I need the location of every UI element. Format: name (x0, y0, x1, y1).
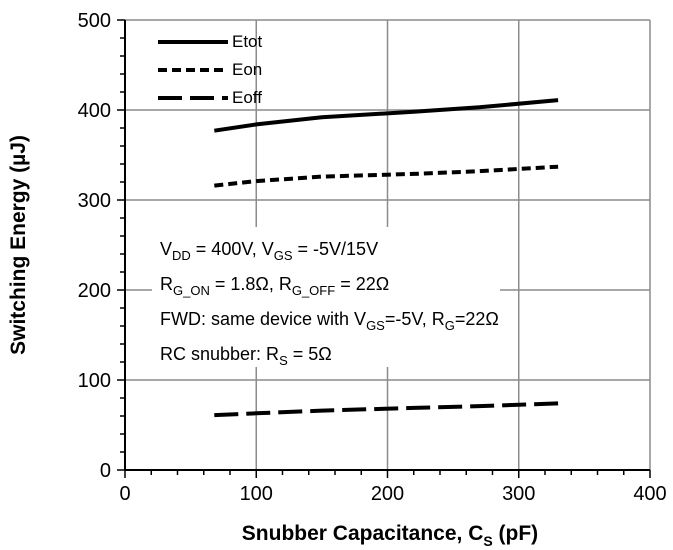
series-line-eoff (214, 401, 559, 418)
y-tick-label: 100 (78, 370, 111, 392)
annotation-line-3: FWD: same device with VGS=-5V, RG=22Ω (160, 309, 499, 333)
legend: Etot Eon Eoff (158, 32, 263, 107)
y-tick-label: 500 (78, 10, 111, 32)
annotation-background (152, 227, 500, 367)
tick-labels: 0 100 200 300 400 0 100 200 300 400 500 (78, 10, 667, 505)
annotation-line-4: RC snubber: RS = 5Ω (160, 344, 332, 368)
series-layer (214, 98, 559, 418)
annotation-line-1: VDD = 400V, VGS = -5V/15V (160, 239, 378, 263)
y-axis-title: Switching Energy (µJ) (7, 135, 30, 355)
x-tick-label: 400 (633, 483, 666, 505)
y-tick-label: 200 (78, 280, 111, 302)
annotation-line-2: RG_ON = 1.8Ω, RG_OFF = 22Ω (160, 274, 389, 298)
annotation-box: VDD = 400V, VGS = -5V/15V RG_ON = 1.8Ω, R… (152, 227, 500, 368)
x-axis-title: Snubber Capacitance, CS (pF) (242, 522, 538, 549)
series-line-etot (214, 98, 559, 133)
y-tick-label: 400 (78, 100, 111, 122)
legend-label-eoff: Eoff (232, 88, 262, 107)
x-tick-label: 0 (119, 483, 130, 505)
y-tick-label: 300 (78, 190, 111, 212)
x-tick-label: 100 (240, 483, 273, 505)
x-tick-label: 200 (371, 483, 404, 505)
x-tick-label: 300 (502, 483, 535, 505)
series-line-eon (214, 164, 559, 188)
legend-label-eon: Eon (232, 60, 262, 79)
legend-label-etot: Etot (232, 32, 263, 51)
axes (117, 19, 651, 478)
y-tick-label: 0 (100, 460, 111, 482)
